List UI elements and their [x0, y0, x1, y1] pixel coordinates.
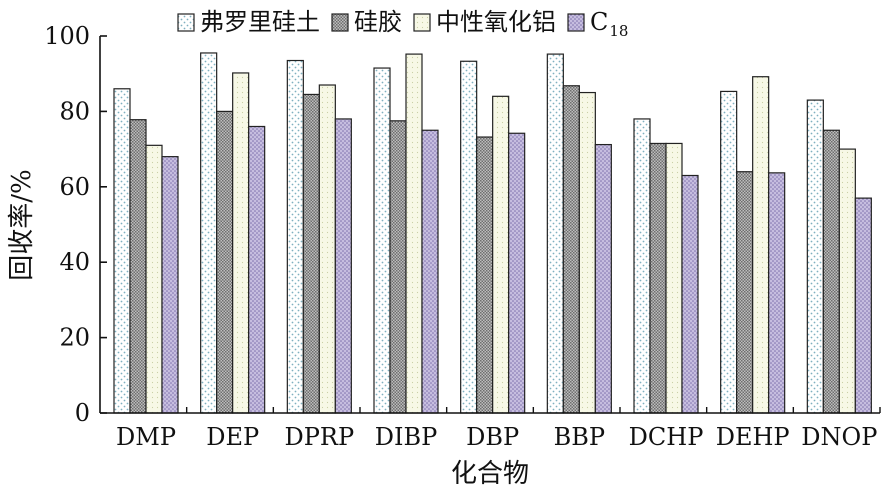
- bar-group-dchp: [633, 118, 699, 414]
- bar-dbp-series-3: [492, 95, 510, 414]
- bar-dep-series-2: [216, 110, 234, 414]
- x-category-label: DIBP: [375, 423, 438, 451]
- bar-group-dehp: [720, 76, 786, 414]
- legend-swatch: [177, 13, 195, 32]
- bar-group-dibp: [373, 53, 439, 414]
- bar-dprp-series-4: [334, 118, 352, 414]
- y-axis-ticks: 0 20 40 60 80 100: [44, 22, 107, 427]
- y-axis-title: 回收率/%: [7, 169, 37, 280]
- bar-dibp-series-1: [373, 67, 391, 414]
- bar-dep-series-4: [248, 125, 266, 414]
- x-category-label: DNOP: [801, 423, 877, 451]
- bar-group-bbp: [546, 53, 612, 414]
- bar-dchp-series-3: [665, 142, 683, 414]
- bar-bbp-series-1: [546, 53, 564, 414]
- y-tick-label: 0: [75, 399, 90, 427]
- bar-dchp-series-2: [649, 142, 667, 414]
- legend-swatch: [413, 13, 431, 32]
- bar-dnop-series-1: [806, 99, 824, 414]
- bar-group-dmp: [113, 88, 179, 414]
- legend-item-4: C 18: [567, 8, 628, 40]
- legend-label: C: [590, 8, 608, 36]
- x-category-label: BBP: [554, 423, 605, 451]
- legend-label: 弗罗里硅土: [200, 8, 320, 36]
- bar-dchp-series-1: [633, 118, 651, 414]
- x-axis-category-labels: DMP DEP DPRP DIBP DBP BBP DCHP DEHP DNOP: [116, 407, 881, 451]
- bar-dmp-series-4: [161, 156, 179, 414]
- bar-dprp-series-2: [302, 93, 320, 414]
- x-category-label: DMP: [116, 423, 176, 451]
- y-tick-label: 60: [59, 173, 90, 201]
- bar-dehp-series-4: [768, 172, 786, 414]
- bar-dep-series-3: [232, 72, 250, 414]
- x-category-label: DBP: [466, 423, 519, 451]
- x-axis-title: 化合物: [451, 459, 529, 489]
- bar-bbp-series-4: [594, 143, 612, 414]
- y-tick-label: 40: [59, 248, 90, 276]
- plot-area: [113, 52, 872, 414]
- legend-item-2: 硅胶: [331, 8, 402, 36]
- x-category-label: DPRP: [285, 423, 355, 451]
- bar-dnop-series-4: [854, 197, 872, 414]
- bar-dehp-series-1: [720, 90, 738, 414]
- x-category-label: DEHP: [716, 423, 790, 451]
- bar-dnop-series-2: [822, 129, 840, 414]
- bar-bbp-series-3: [578, 91, 596, 414]
- legend-label: 中性氧化铝: [436, 8, 556, 36]
- bar-group-dep: [200, 52, 266, 414]
- legend-label-subscript: 18: [609, 22, 628, 40]
- bar-group-dnop: [806, 99, 872, 414]
- bar-dmp-series-1: [113, 88, 131, 414]
- x-category-label: DEP: [206, 423, 259, 451]
- legend: 弗罗里硅土 硅胶 中性氧化铝 C 18: [177, 8, 628, 40]
- legend-item-3: 中性氧化铝: [413, 8, 556, 36]
- x-category-label: DCHP: [629, 423, 704, 451]
- bar-group-dbp: [460, 60, 526, 414]
- bar-dep-series-1: [200, 52, 218, 414]
- bar-dibp-series-4: [421, 129, 439, 414]
- y-tick-label: 20: [59, 324, 90, 352]
- legend-swatch: [331, 13, 349, 32]
- legend-item-1: 弗罗里硅土: [177, 8, 320, 36]
- bar-dprp-series-3: [318, 84, 336, 414]
- bar-dmp-series-2: [129, 119, 147, 414]
- bar-dmp-series-3: [145, 144, 163, 414]
- bar-dbp-series-4: [508, 132, 526, 414]
- legend-swatch: [567, 13, 585, 32]
- bar-dprp-series-1: [286, 59, 304, 414]
- bar-dibp-series-2: [389, 120, 407, 414]
- y-tick-label: 80: [59, 97, 90, 125]
- bar-dchp-series-4: [681, 174, 699, 414]
- bar-dnop-series-3: [838, 148, 856, 414]
- bar-dbp-series-1: [460, 60, 478, 414]
- legend-label: 硅胶: [354, 8, 402, 36]
- bar-bbp-series-2: [562, 85, 580, 414]
- bar-dehp-series-3: [752, 76, 770, 414]
- bar-dbp-series-2: [476, 136, 494, 414]
- bar-group-dprp: [286, 59, 352, 414]
- y-tick-label: 100: [44, 22, 90, 50]
- bar-dibp-series-3: [405, 53, 423, 414]
- bar-dehp-series-2: [736, 171, 754, 414]
